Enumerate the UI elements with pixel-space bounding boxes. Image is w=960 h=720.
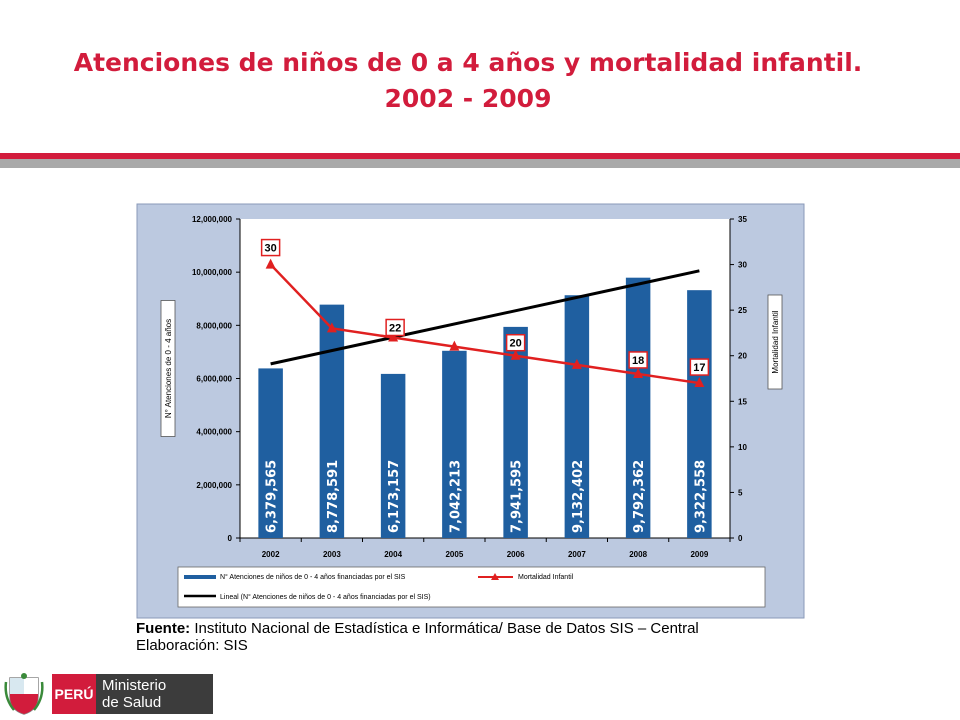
source-text: Instituto Nacional de Estadística e Info…: [190, 620, 699, 637]
bar-value-label: 6,379,565: [265, 460, 280, 533]
bar-value-label: 7,042,213: [448, 460, 463, 533]
mortality-marker: [265, 258, 276, 269]
prepared-by-note: Elaboración: SIS: [136, 637, 248, 654]
y-tick-label-right: 10: [738, 443, 747, 452]
mortality-value-box: [689, 358, 710, 376]
mortality-marker: [571, 358, 582, 369]
mortality-value-box: [385, 318, 405, 337]
x-tick-label: 2003: [323, 550, 341, 559]
coat-of-arms-icon: [4, 673, 44, 715]
y-axis-title-box-right: [767, 294, 783, 390]
mortality-marker: [326, 322, 337, 333]
legend-swatch-bars: [184, 575, 216, 579]
y-tick-label-left: 4,000,000: [196, 428, 232, 437]
legend-label-mortality: Mortalidad Infantil: [518, 574, 574, 581]
y-tick-label-right: 35: [738, 215, 747, 224]
x-tick-label: 2007: [568, 550, 586, 559]
bar-2004: [380, 373, 406, 538]
bar-2002: [258, 368, 283, 538]
y-tick-label-right: 5: [738, 488, 743, 497]
bar-value-label: 7,941,595: [510, 460, 525, 533]
source-label: Fuente:: [136, 620, 191, 637]
bar-2007: [564, 295, 590, 538]
mortality-value-box: [260, 238, 281, 257]
y-axis-title-box-left: [160, 300, 176, 437]
bar-2008: [625, 277, 651, 538]
mortality-marker: [510, 349, 521, 360]
x-tick-label: 2008: [629, 550, 647, 559]
mortality-marker: [449, 340, 460, 351]
logo-ministry-line1: Ministerio: [102, 677, 167, 694]
legend-label-trend: Lineal (N° Atenciones de niños de 0 - 4 …: [220, 593, 431, 601]
bar-value-label: 6,173,157: [387, 460, 402, 533]
x-tick-label: 2004: [384, 550, 402, 559]
trend-line: [270, 269, 700, 366]
mortality-value-label: 22: [389, 322, 401, 334]
x-tick-label: 2006: [507, 550, 525, 559]
ministry-logo: PERÚ Ministerio de Salud: [0, 668, 215, 720]
bar-value-label: 9,132,402: [571, 460, 586, 533]
logo-country-label: PERÚ: [52, 674, 96, 714]
mortality-value-label: 30: [265, 243, 277, 255]
mortality-value-label: 18: [632, 355, 644, 367]
plot-area: [240, 219, 730, 538]
x-tick-label: 2002: [262, 550, 280, 559]
legend-box: [177, 566, 766, 608]
bar-2005: [442, 350, 467, 538]
mortality-value-label: 20: [510, 338, 522, 350]
mortality-value-box: [628, 351, 648, 369]
y-tick-label-right: 20: [738, 352, 747, 361]
bar-2009: [687, 290, 712, 538]
y-tick-label-left: 12,000,000: [192, 215, 233, 224]
page-subtitle-years: 2002 - 2009: [384, 84, 552, 113]
page-title: Atenciones de niños de 0 a 4 años y mort…: [73, 48, 863, 77]
legend-label-bars: N° Atenciones de niños de 0 - 4 años fin…: [220, 573, 406, 581]
y-axis-title-left: N° Atenciones de 0 - 4 años: [164, 319, 173, 418]
bar-value-label: 9,322,558: [693, 460, 708, 533]
logo-ministry-line2: de Salud: [102, 694, 162, 711]
header-divider-red: [0, 153, 960, 159]
logo-ministry-label: Ministerio de Salud: [96, 674, 213, 714]
y-tick-label-left: 2,000,000: [196, 481, 232, 490]
bar-value-label: 9,792,362: [632, 460, 647, 533]
source-note: Fuente: Instituto Nacional de Estadístic…: [136, 620, 699, 637]
mortality-marker: [388, 331, 399, 342]
y-axis-title-right: Mortalidad Infantil: [771, 310, 780, 373]
y-tick-label-left: 10,000,000: [192, 268, 233, 277]
y-tick-label-right: 25: [738, 306, 747, 315]
y-tick-label-right: 30: [738, 261, 747, 270]
mortality-line: [269, 263, 700, 385]
mortality-marker: [633, 367, 644, 378]
bar-2006: [503, 326, 528, 538]
mortality-value-label: 17: [693, 362, 705, 374]
y-tick-label-left: 6,000,000: [196, 375, 232, 384]
bar-value-label: 8,778,591: [326, 460, 341, 533]
x-tick-label: 2009: [690, 550, 708, 559]
y-tick-label-right: 15: [738, 397, 747, 406]
header-divider-gray: [0, 159, 960, 168]
mortality-marker: [694, 377, 705, 388]
y-tick-label-left: 8,000,000: [196, 321, 232, 330]
bar-2003: [319, 304, 345, 538]
y-tick-label-right: 0: [738, 534, 743, 543]
mortality-value-box: [505, 333, 526, 352]
y-tick-label-left: 0: [228, 534, 233, 543]
x-tick-label: 2005: [445, 550, 463, 559]
legend-marker-mortality: [491, 573, 499, 580]
